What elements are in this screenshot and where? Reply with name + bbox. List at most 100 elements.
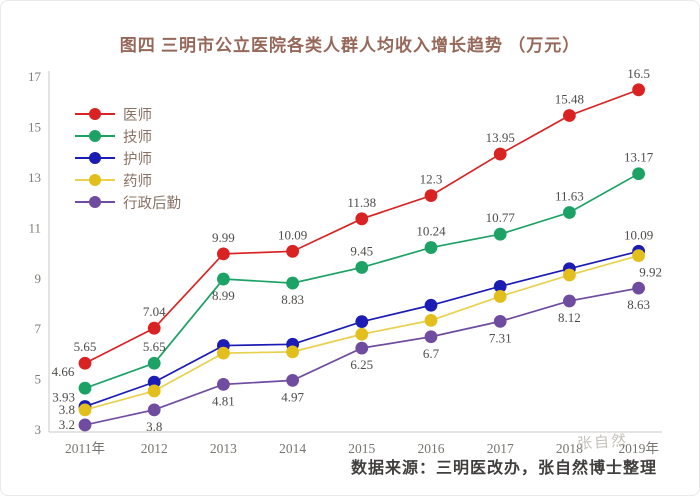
y-tick-label: 15 xyxy=(28,120,41,135)
y-tick-label: 17 xyxy=(28,69,42,84)
data-point-行政后勤 xyxy=(78,418,92,432)
x-tick-label: 2011年 xyxy=(65,441,105,456)
y-tick-label: 5 xyxy=(35,372,42,387)
data-label: 10.24 xyxy=(416,224,446,239)
data-point-技师 xyxy=(147,356,161,370)
x-tick-label: 2014 xyxy=(279,441,306,456)
data-point-医师 xyxy=(78,356,92,370)
data-point-技师 xyxy=(355,261,369,274)
data-point-技师 xyxy=(286,276,299,290)
y-tick-label: 11 xyxy=(28,220,41,235)
x-tick-label: 2015 xyxy=(348,441,375,456)
x-tick-label: 2013 xyxy=(210,441,237,456)
data-label: 11.63 xyxy=(555,189,584,204)
y-tick-label: 3 xyxy=(35,422,42,437)
data-point-医师 xyxy=(286,244,299,258)
data-label: 3.93 xyxy=(52,390,75,405)
data-point-技师 xyxy=(493,227,507,241)
data-point-医师 xyxy=(147,321,161,335)
legend-item-label: 药师 xyxy=(123,173,152,190)
data-point-药师 xyxy=(424,313,438,327)
data-label: 15.48 xyxy=(555,92,584,107)
data-point-医师 xyxy=(217,247,230,261)
data-label: 8.12 xyxy=(558,310,581,325)
source-note: 数据来源：三明医改办，张自然博士整理 xyxy=(350,460,657,477)
data-label: 8.83 xyxy=(281,292,304,307)
data-point-技师 xyxy=(563,206,576,219)
watermark: 张自然 xyxy=(576,433,629,453)
data-point-行政后勤 xyxy=(147,403,161,417)
x-tick-label: 2018 xyxy=(556,441,583,456)
data-label: 3.8 xyxy=(146,419,162,434)
legend-item-label: 行政后勤 xyxy=(123,195,181,212)
data-point-技师 xyxy=(78,381,92,395)
data-point-药师 xyxy=(632,249,645,263)
data-label: 10.09 xyxy=(278,227,307,242)
data-point-医师 xyxy=(563,109,576,122)
data-point-护师 xyxy=(355,315,369,329)
data-point-药师 xyxy=(78,403,92,417)
legend-marker-icon xyxy=(75,130,115,143)
data-label: 4.66 xyxy=(52,364,75,379)
data-label: 3.2 xyxy=(59,417,75,432)
data-label: 10.77 xyxy=(486,210,516,225)
y-tick-label: 13 xyxy=(28,170,41,185)
legend-item-label: 护师 xyxy=(123,151,152,168)
data-point-药师 xyxy=(355,327,369,341)
legend: 医师技师护师药师行政后勤 xyxy=(75,103,181,213)
legend-item-技师: 技师 xyxy=(75,125,181,147)
data-label: 13.17 xyxy=(624,150,654,165)
data-point-护师 xyxy=(493,279,507,293)
data-point-技师 xyxy=(424,241,438,254)
data-label: 6.7 xyxy=(423,346,440,361)
data-point-行政后勤 xyxy=(493,314,507,328)
data-point-药师 xyxy=(493,290,507,303)
x-tick-label: 2012 xyxy=(141,441,168,456)
x-tick-label: 2019年 xyxy=(618,441,659,456)
data-point-护师 xyxy=(147,375,161,389)
data-label: 8.63 xyxy=(627,297,650,312)
data-point-护师 xyxy=(424,298,438,312)
data-label: 11.38 xyxy=(347,195,376,210)
data-label: 3.8 xyxy=(59,402,75,417)
legend-marker-icon xyxy=(75,152,115,165)
data-label: 8.99 xyxy=(212,288,235,303)
y-tick-label: 9 xyxy=(35,271,42,286)
data-point-医师 xyxy=(355,212,369,226)
legend-marker-icon xyxy=(75,174,115,187)
data-label: 9.45 xyxy=(350,243,373,258)
legend-item-行政后勤: 行政后勤 xyxy=(75,191,181,213)
data-point-医师 xyxy=(424,189,438,203)
data-label: 9.99 xyxy=(212,230,235,245)
data-label: 7.04 xyxy=(143,304,166,319)
data-point-行政后勤 xyxy=(632,281,645,295)
data-label: 4.81 xyxy=(212,393,235,408)
legend-item-护师: 护师 xyxy=(75,147,181,169)
data-point-医师 xyxy=(493,147,507,161)
data-point-药师 xyxy=(563,268,576,282)
data-point-行政后勤 xyxy=(355,341,369,355)
legend-item-医师: 医师 xyxy=(75,103,181,125)
x-tick-label: 2017 xyxy=(487,441,514,456)
y-tick-label: 7 xyxy=(35,321,42,336)
legend-marker-icon xyxy=(75,108,115,121)
data-label: 9.92 xyxy=(639,265,662,280)
data-label: 5.65 xyxy=(143,339,166,354)
data-label: 7.31 xyxy=(489,330,512,345)
legend-item-label: 医师 xyxy=(123,107,152,124)
data-point-药师 xyxy=(286,345,299,359)
data-point-药师 xyxy=(217,346,230,360)
legend-item-label: 技师 xyxy=(123,129,152,146)
data-point-医师 xyxy=(632,83,645,97)
data-point-行政后勤 xyxy=(563,294,576,308)
legend-item-药师: 药师 xyxy=(75,169,181,191)
data-label: 10.09 xyxy=(624,227,653,242)
data-label: 5.65 xyxy=(74,339,97,354)
data-label: 6.25 xyxy=(350,357,373,372)
data-point-技师 xyxy=(217,272,230,286)
x-tick-label: 2016 xyxy=(418,441,445,456)
data-label: 13.95 xyxy=(486,130,515,145)
data-label: 4.97 xyxy=(281,389,304,404)
